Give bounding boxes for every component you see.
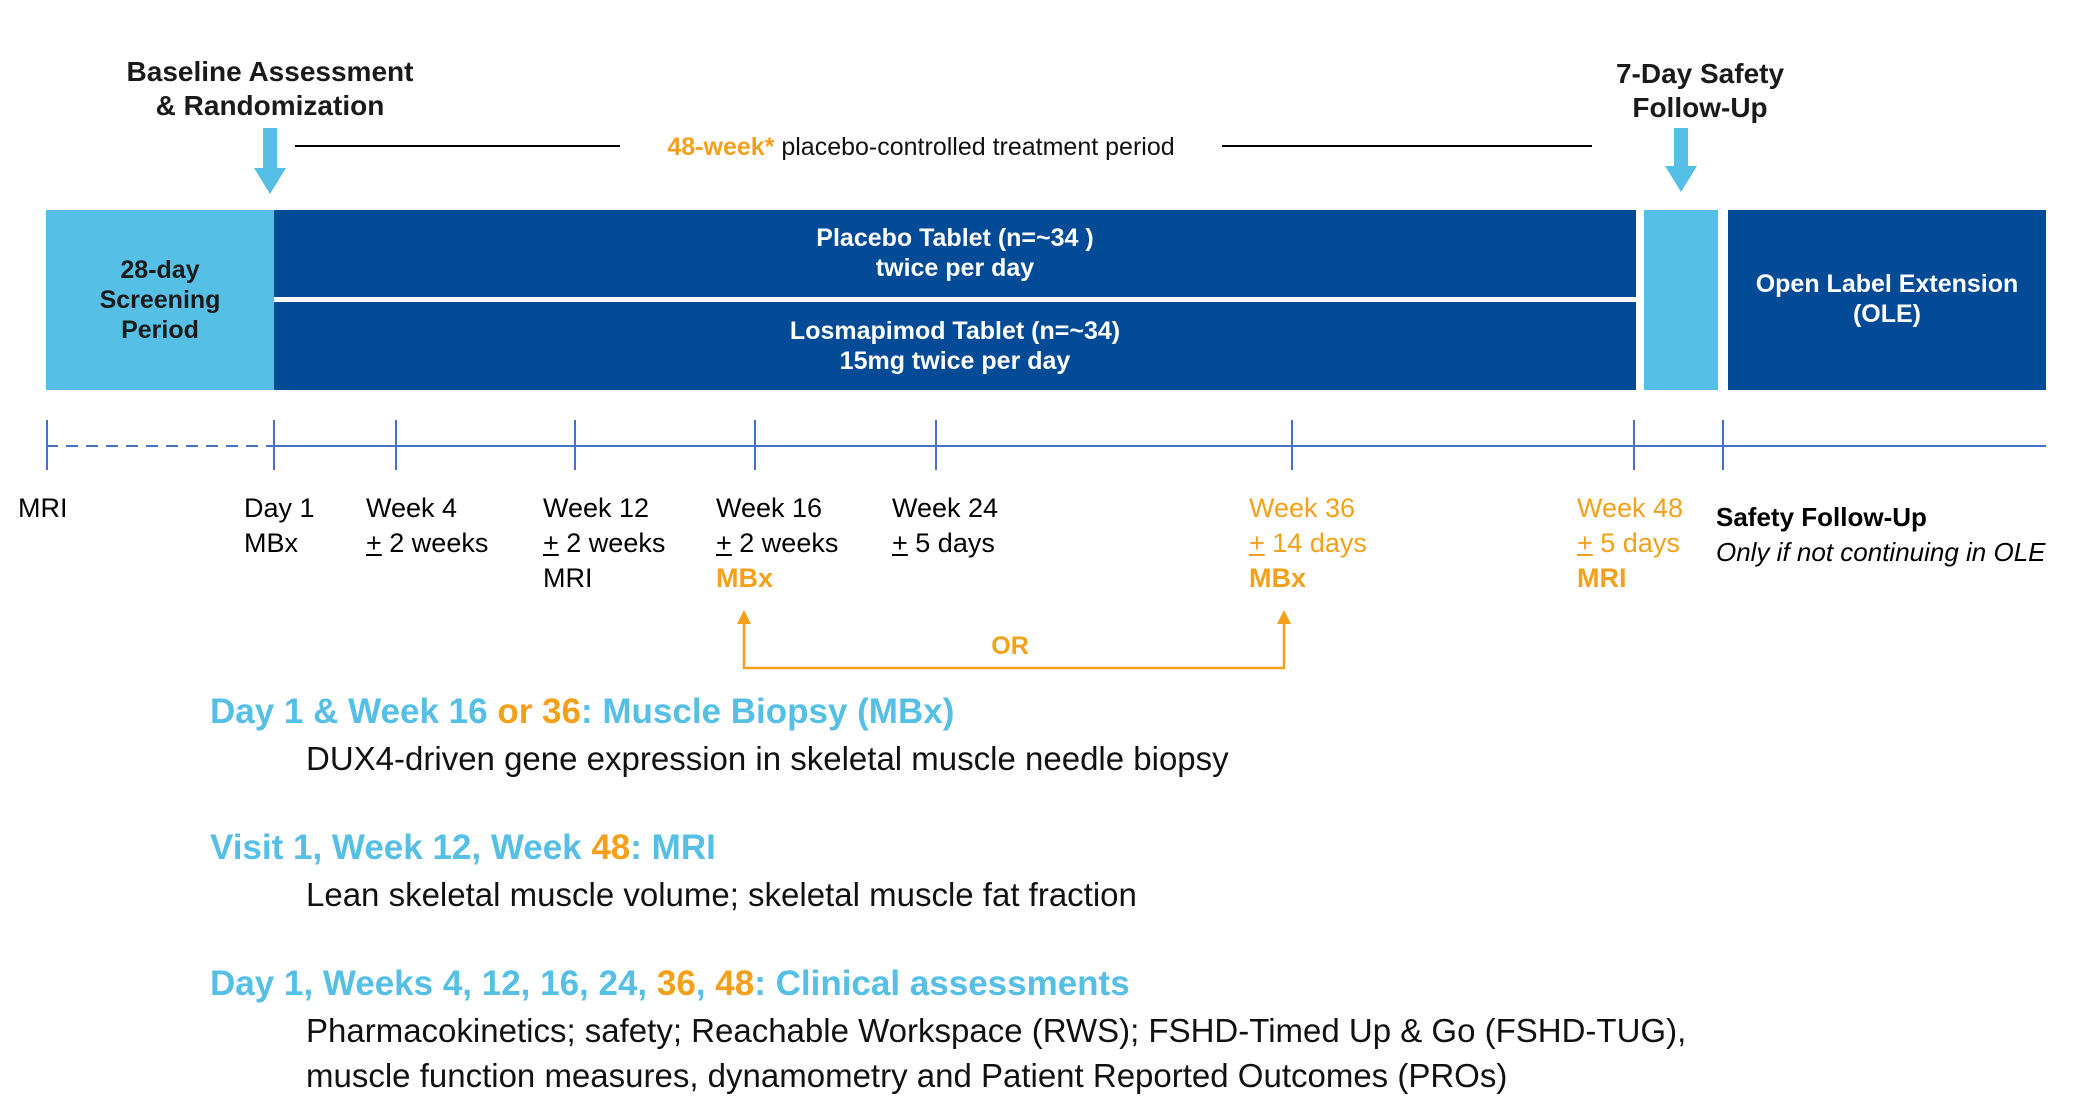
label-safety-followup: Safety Follow-Up Only if not continuing … xyxy=(1716,500,2046,570)
period-highlight: 48-week* xyxy=(667,133,775,161)
safety-line1: 7-Day Safety xyxy=(1615,58,1785,89)
section-biopsy-heading: Day 1 & Week 16 or 36: Muscle Biopsy (MB… xyxy=(210,692,954,732)
week24-window: 5 days xyxy=(907,528,995,558)
s2-h-a: Visit 1, Week 12, Week xyxy=(210,828,592,867)
section-clinical-heading: Day 1, Weeks 4, 12, 16, 24, 36, 48: Clin… xyxy=(210,964,1130,1004)
week36-mbx: MBx xyxy=(1249,563,1307,593)
label-week4: Week 4 + 2 weeks xyxy=(366,491,488,561)
tick-week12 xyxy=(574,420,576,470)
week48-title: Week 48 xyxy=(1577,493,1684,523)
label-week16: Week 16 + 2 weeks MBx xyxy=(716,491,838,596)
week12-mri: MRI xyxy=(543,563,593,593)
ole-line1: Open Label Extension xyxy=(1755,270,2019,298)
baseline-line2: & Randomization xyxy=(155,90,385,121)
week48-window: 5 days xyxy=(1592,528,1680,558)
week24-title: Week 24 xyxy=(892,493,999,523)
s2-h-48: 48 xyxy=(591,828,631,867)
day1-title: Day 1 xyxy=(244,493,315,523)
losmapimod-line1: Losmapimod Tablet (n=~34) xyxy=(789,317,1121,345)
screening-line2: Screening xyxy=(99,286,221,314)
section-biopsy-body: DUX4-driven gene expression in skeletal … xyxy=(306,740,1229,777)
treatment-period-label: 48-week* placebo-controlled treatment pe… xyxy=(620,131,1222,163)
s1-h-36: 36 xyxy=(542,692,581,731)
s3-h-36: 36 xyxy=(656,964,696,1003)
s1-h-or: or xyxy=(497,692,533,731)
safety-followup-bar xyxy=(1644,210,1718,390)
safety-line2: Follow-Up xyxy=(1632,92,1768,123)
safety-arrow-icon xyxy=(1665,128,1697,192)
baseline-arrow-icon xyxy=(254,128,286,194)
s3-h-a: Day 1, Weeks 4, 12, 16, 24, xyxy=(210,964,657,1003)
week16-pm: + xyxy=(716,528,732,558)
period-line-left xyxy=(295,145,620,147)
placebo-line1: Placebo Tablet (n=~34 ) xyxy=(816,224,1094,252)
tick-safety xyxy=(1722,420,1724,470)
week36-title: Week 36 xyxy=(1249,493,1356,523)
baseline-label: Baseline Assessment & Randomization xyxy=(100,55,440,123)
week36-window: 14 days xyxy=(1264,528,1367,558)
tick-week24 xyxy=(935,420,937,470)
placebo-bar: Placebo Tablet (n=~34 ) twice per day xyxy=(274,210,1636,297)
tick-week16 xyxy=(754,420,756,470)
or-bracket xyxy=(737,610,1291,670)
timeline-axis xyxy=(274,445,2046,447)
tick-mri xyxy=(46,420,48,470)
tick-day1 xyxy=(273,420,275,470)
label-week24: Week 24 + 5 days xyxy=(892,491,998,561)
week16-mbx: MBx xyxy=(716,563,774,593)
week16-window: 2 weeks xyxy=(731,528,839,558)
tick-week4 xyxy=(395,420,397,470)
losmapimod-line2: 15mg twice per day xyxy=(839,347,1071,375)
tick-week36 xyxy=(1291,420,1293,470)
safety-title: Safety Follow-Up xyxy=(1716,502,1927,532)
week12-pm: + xyxy=(543,528,559,558)
week12-title: Week 12 xyxy=(543,493,650,523)
day1-mbx: MBx xyxy=(244,528,298,558)
period-rest: placebo-controlled treatment period xyxy=(781,133,1175,161)
week4-title: Week 4 xyxy=(366,493,458,523)
week16-title: Week 16 xyxy=(716,493,823,523)
screening-line3: Period xyxy=(121,316,199,344)
timeline-dashed-segment xyxy=(46,445,274,447)
week4-pm: + xyxy=(366,528,382,558)
week4-window: 2 weeks xyxy=(381,528,489,558)
week48-mri: MRI xyxy=(1577,563,1627,593)
s1-h-space xyxy=(532,692,542,731)
tick-week48 xyxy=(1633,420,1635,470)
placebo-line2: twice per day xyxy=(875,254,1035,282)
baseline-line1: Baseline Assessment xyxy=(126,56,414,87)
period-line-right xyxy=(1222,145,1592,147)
ole-bar: Open Label Extension (OLE) xyxy=(1728,210,2046,390)
section-clinical-body-line2: muscle function measures, dynamometry an… xyxy=(306,1057,1508,1094)
s1-h-a: Day 1 & Week 16 xyxy=(210,692,498,731)
s3-h-comma: , xyxy=(695,964,716,1003)
s3-h-48: 48 xyxy=(715,964,755,1003)
ole-line2: (OLE) xyxy=(1852,300,1922,328)
screening-line1: 28-day xyxy=(120,256,200,284)
safety-followup-label: 7-Day Safety Follow-Up xyxy=(1590,57,1810,125)
section-mri-heading: Visit 1, Week 12, Week 48: MRI xyxy=(210,828,716,868)
week12-window: 2 weeks xyxy=(558,528,666,558)
week36-pm: + xyxy=(1249,528,1265,558)
screening-bar: 28-day Screening Period xyxy=(46,210,274,390)
losmapimod-bar: Losmapimod Tablet (n=~34) 15mg twice per… xyxy=(274,302,1636,390)
safety-note: Only if not continuing in OLE xyxy=(1716,537,2046,567)
week48-pm: + xyxy=(1577,528,1593,558)
label-mri: MRI xyxy=(18,493,68,523)
label-week48: Week 48 + 5 days MRI xyxy=(1577,491,1683,596)
label-week36: Week 36 + 14 days MBx xyxy=(1249,491,1367,596)
s3-h-rest: : Clinical assessments xyxy=(754,964,1130,1003)
section-clinical-body-line1: Pharmacokinetics; safety; Reachable Work… xyxy=(306,1012,1687,1049)
or-label: OR xyxy=(991,632,1029,660)
s1-h-rest: : Muscle Biopsy (MBx) xyxy=(580,692,955,731)
label-week12: Week 12 + 2 weeks MRI xyxy=(543,491,665,596)
s2-h-rest: : MRI xyxy=(630,828,716,867)
week24-pm: + xyxy=(892,528,908,558)
label-day1: Day 1 MBx xyxy=(244,491,315,561)
section-mri-body: Lean skeletal muscle volume; skeletal mu… xyxy=(306,876,1137,913)
